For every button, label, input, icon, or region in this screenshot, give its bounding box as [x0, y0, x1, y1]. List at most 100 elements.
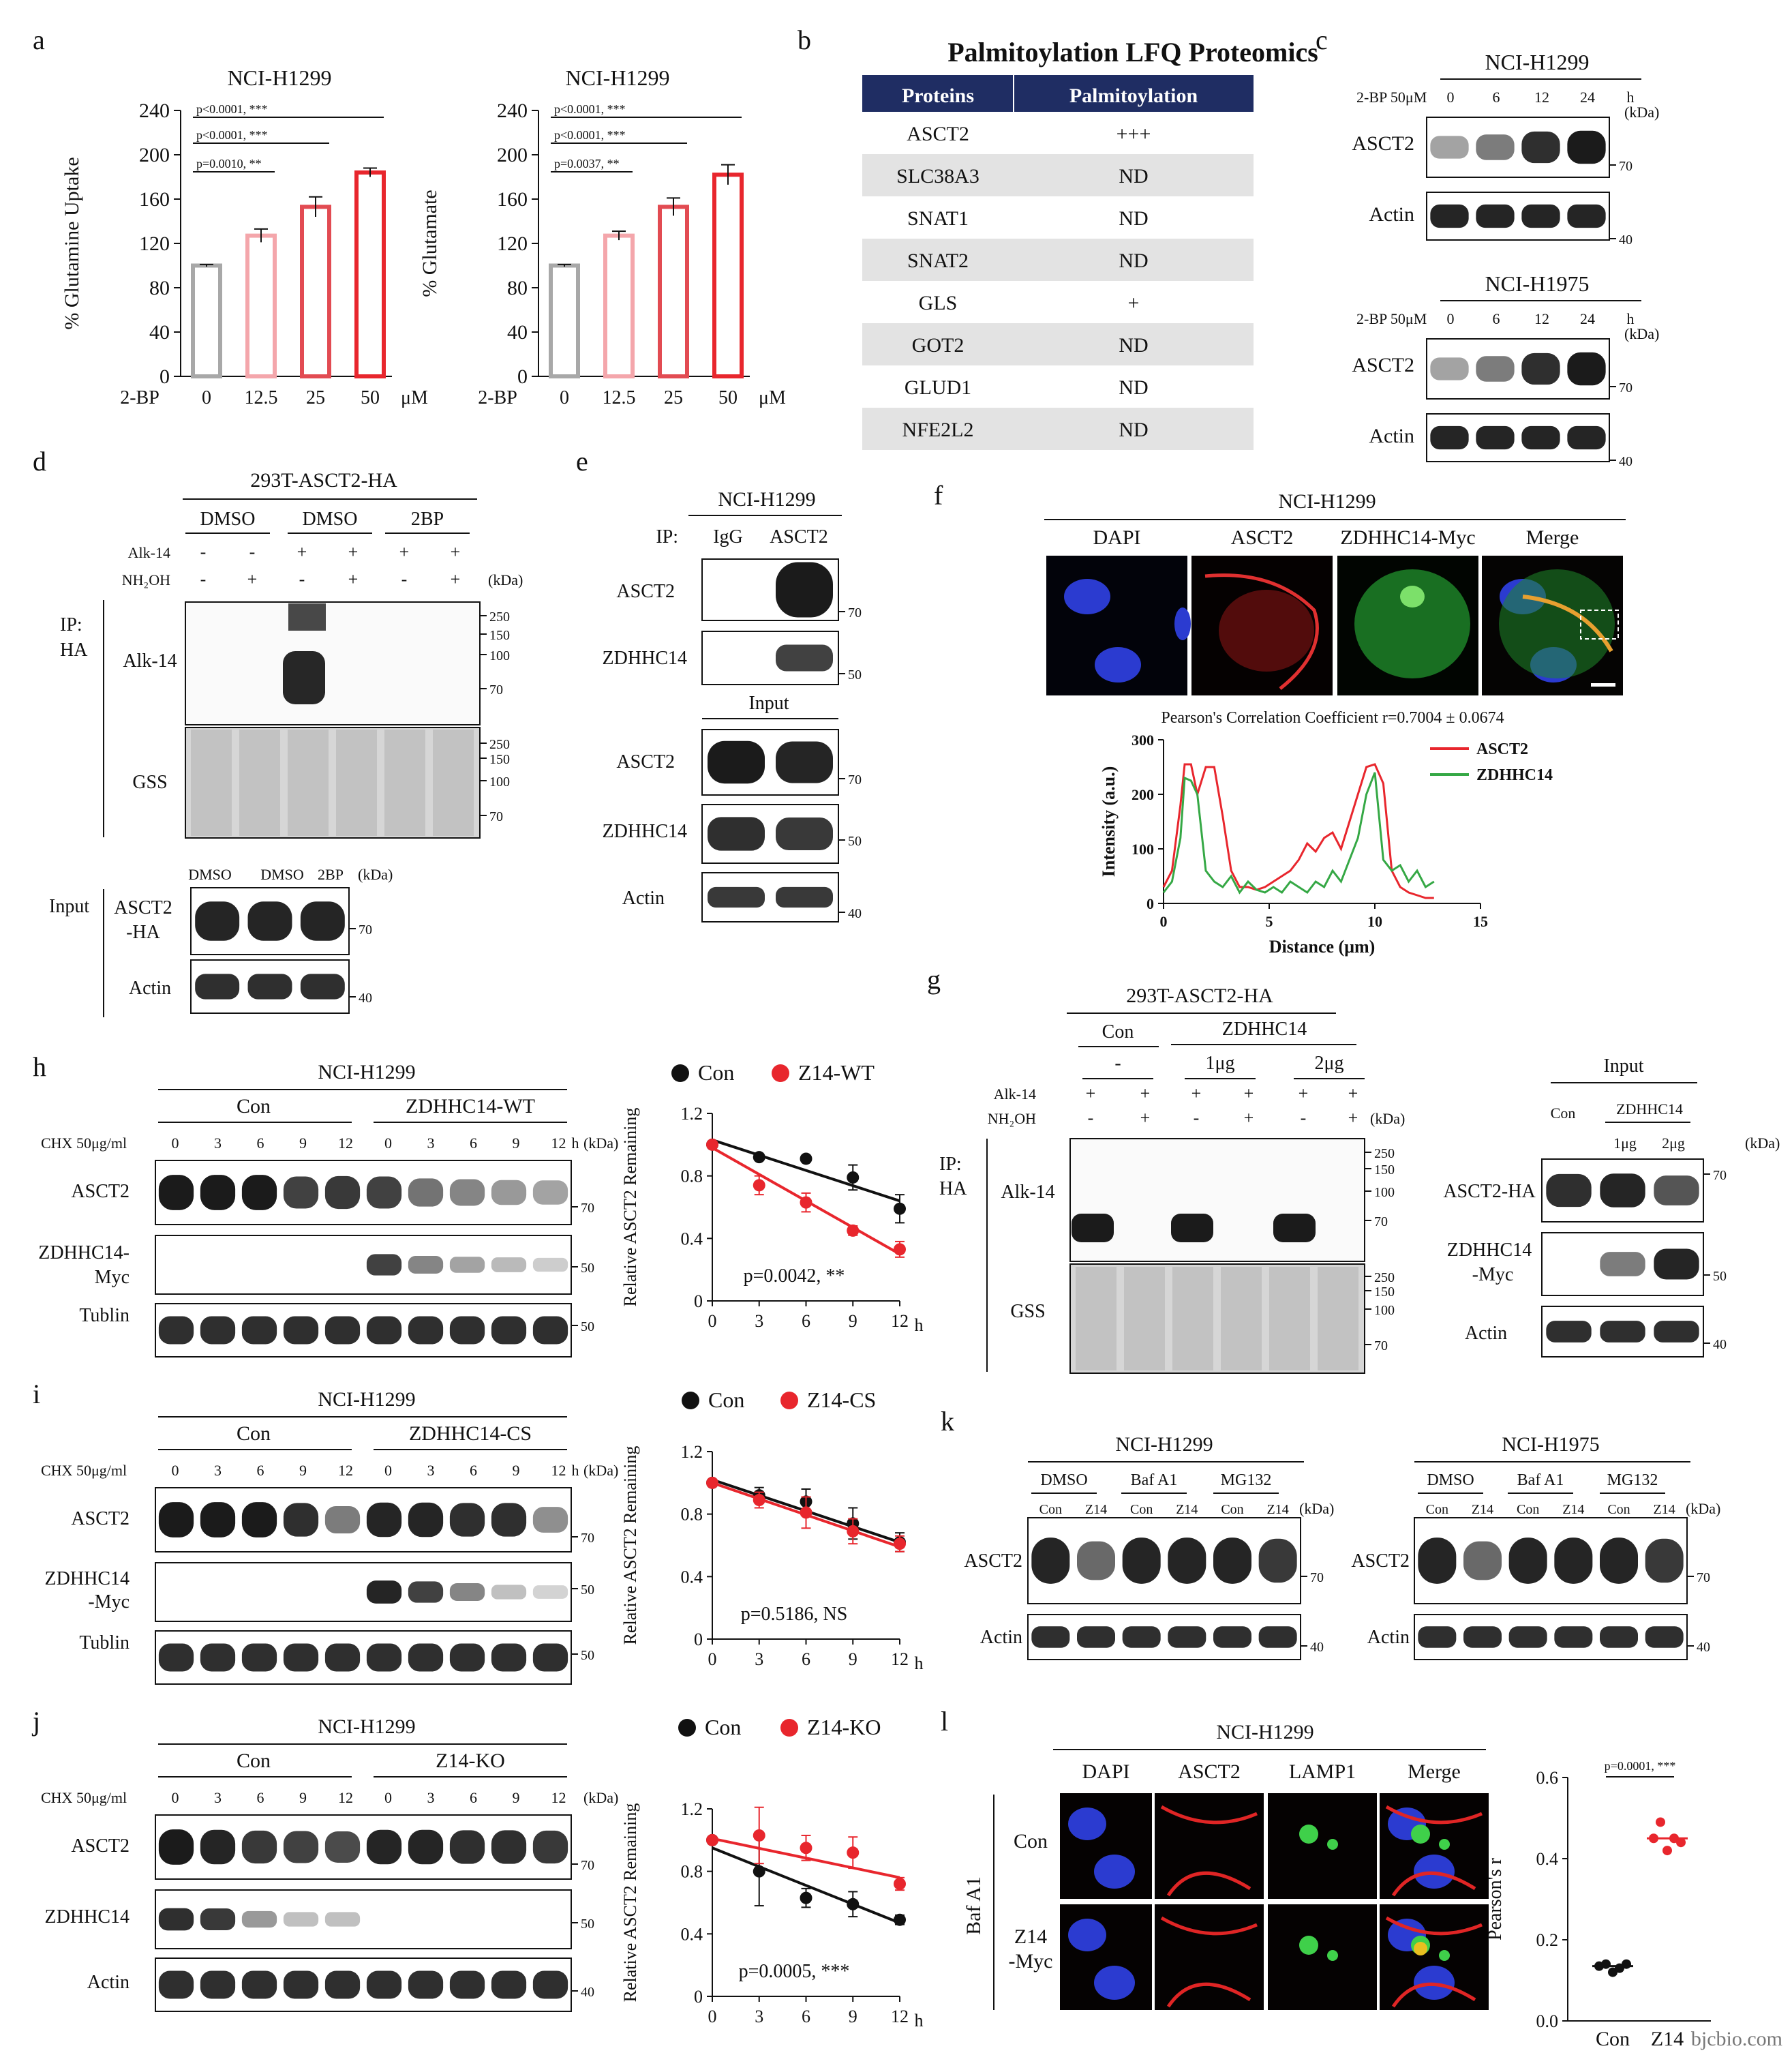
legend-label: Con: [708, 1388, 744, 1412]
x-tick-label: Z14: [1651, 2028, 1684, 2050]
y-tick-label: 160: [497, 188, 528, 211]
sig-label: p<0.0001, ***: [554, 102, 626, 116]
legend-label: Z14-KO: [807, 1715, 881, 1739]
mw-marker-label: 50: [581, 1582, 594, 1597]
lamp1-puncta: [1327, 1950, 1338, 1961]
sign: -: [401, 569, 408, 589]
gss-lane: [191, 730, 232, 836]
y-tick-label: 1.2: [681, 1799, 703, 1819]
bar: [658, 205, 689, 378]
gss-lane: [1318, 1267, 1358, 1370]
protein-name: SNAT2: [907, 250, 969, 272]
blot-asct2-band: [241, 1175, 277, 1210]
blot-actin-band: [1600, 1626, 1638, 1648]
mw-marker-label: 70: [848, 605, 862, 620]
mw-marker-label: 70: [581, 1858, 594, 1873]
time-label: 0: [384, 1462, 392, 1479]
band-label: ASCT2-HA: [1443, 1181, 1536, 1202]
mw-marker-label: 70: [359, 922, 372, 937]
y-tick-label: 0.8: [681, 1862, 703, 1882]
x-tick-label: 15: [1473, 913, 1488, 930]
blot-input-zdhhc14-band: [708, 817, 765, 851]
band-label: ASCT2: [71, 1835, 130, 1857]
input-group-label: DMSO: [260, 866, 304, 883]
sign: -: [200, 542, 207, 562]
channel-label: ASCT2: [1231, 526, 1294, 549]
palm-level: ND: [1119, 334, 1148, 357]
zdhhc14-signal: [1400, 586, 1425, 608]
time-label: 0: [1447, 310, 1455, 327]
mw-marker-label: 70: [489, 682, 503, 698]
mw-marker-label: 70: [581, 1201, 594, 1216]
kda-label: (kDa): [488, 571, 523, 588]
blot-tublin-band: [449, 1643, 485, 1672]
data-point: [1662, 1846, 1672, 1856]
y-tick-label: 0.4: [681, 1229, 703, 1248]
blot-actin-band: [1031, 1626, 1070, 1648]
row-label: Con: [1014, 1830, 1048, 1852]
sign: -: [1088, 1108, 1094, 1128]
band-label: ASCT2: [71, 1181, 130, 1202]
sig-label: p<0.0001, ***: [554, 128, 626, 142]
blot-asct2-band: [532, 1830, 568, 1864]
blot-tublin-band: [408, 1643, 444, 1672]
kda-label: (kDa): [1624, 104, 1659, 121]
blot-tublin-band: [491, 1316, 527, 1345]
blot-tublin-band: [324, 1316, 361, 1345]
mw-marker-label: 50: [581, 1261, 594, 1276]
sub-label: -: [1114, 1053, 1121, 1074]
blot-actin-band: [1508, 1626, 1547, 1648]
blot-asct2-band: [1476, 356, 1515, 382]
x-tick-label: 3: [755, 1311, 763, 1331]
time-label: 12: [338, 1462, 353, 1479]
group-label: Baf A1: [1131, 1471, 1178, 1489]
blot-asct2-band: [366, 1829, 402, 1865]
protein-name: SNAT1: [907, 207, 969, 230]
x-tick-label: 3: [755, 1649, 763, 1669]
sign: +: [1348, 1108, 1358, 1128]
blot-zdhhc14-band: [408, 1256, 444, 1274]
mw-marker-label: 70: [1374, 1338, 1388, 1353]
data-point: [753, 1179, 765, 1192]
group-label: ZDHHC14-CS: [409, 1422, 532, 1445]
blot-asct2-band: [241, 1502, 277, 1537]
group-label: DMSO: [200, 509, 256, 530]
data-point: [894, 1878, 906, 1890]
x-tick-label: 9: [849, 1649, 857, 1669]
group-label: MG132: [1607, 1471, 1658, 1489]
band-label: Actin: [1369, 425, 1414, 447]
blot-asct2-band: [200, 1175, 236, 1210]
col-label: Z14: [1472, 1502, 1493, 1517]
mw-marker-label: 40: [1697, 1640, 1710, 1655]
band-label: -Myc: [1472, 1264, 1514, 1285]
blot-gss: [1069, 1263, 1365, 1374]
group-label: Con: [1102, 1021, 1134, 1042]
band-label: Tublin: [79, 1305, 130, 1326]
units-label: μM: [759, 387, 786, 408]
band-label: ASCT2: [964, 1550, 1022, 1572]
blot-tublin-band: [200, 1643, 236, 1672]
p-value: p=0.5186, NS: [741, 1604, 848, 1625]
input-col-label: 1μg: [1613, 1135, 1637, 1152]
time-label: 6: [470, 1462, 477, 1479]
blot-actin-band: [1168, 1626, 1206, 1648]
nh-label: NH₂OH: [988, 1110, 1036, 1127]
row-label: Z14: [1014, 1925, 1047, 1948]
mw-marker-label: 40: [1310, 1640, 1324, 1655]
gss-lane: [1076, 1267, 1117, 1370]
mw-marker-label: 40: [581, 1985, 594, 2000]
time-label: 6: [1493, 89, 1500, 106]
mw-marker-label: 150: [1374, 1285, 1395, 1300]
blot-actin-band: [1521, 425, 1560, 450]
blot-asct2-band: [1258, 1538, 1297, 1583]
ip-label: IP:: [60, 614, 82, 635]
blot-asct2-band: [1077, 1541, 1115, 1580]
roi-box: [1580, 610, 1619, 640]
chx-label: CHX 50μg/ml: [41, 1462, 127, 1479]
y-tick-label: 100: [1132, 841, 1154, 858]
blot-actin-band: [1476, 204, 1515, 228]
scale-bar: [1591, 683, 1615, 687]
sign: -: [1301, 1108, 1307, 1128]
chx-label: CHX 50μg/ml: [41, 1789, 127, 1806]
legend-marker: [671, 1064, 689, 1082]
